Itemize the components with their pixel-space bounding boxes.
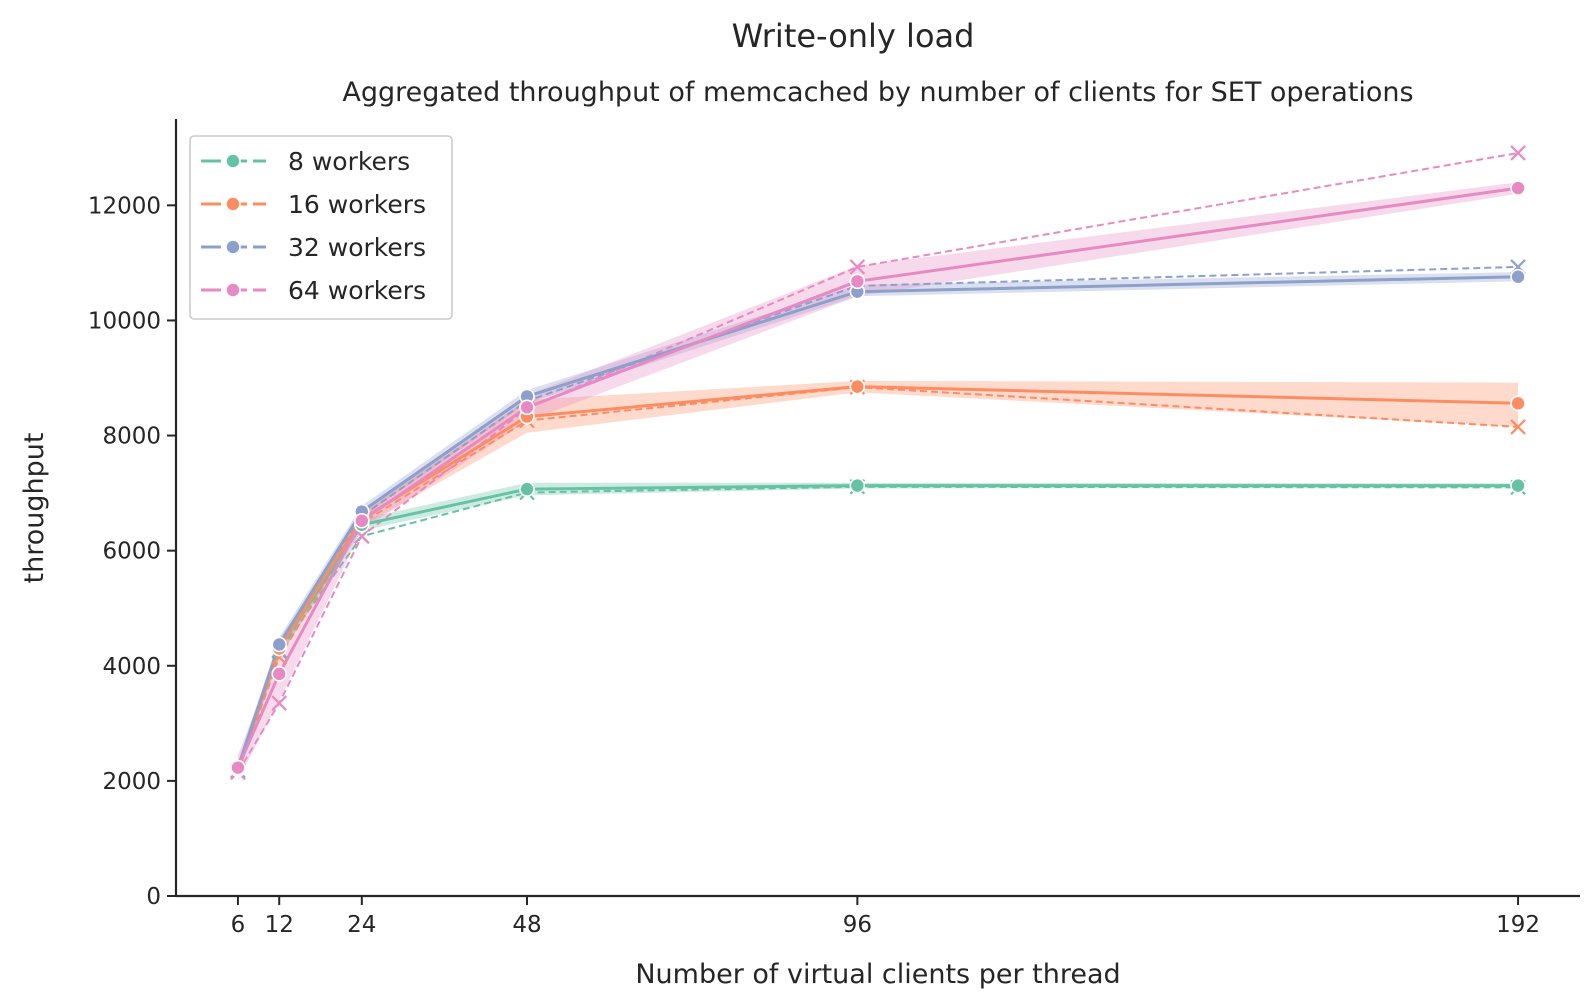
- legend-frame: [189, 135, 453, 320]
- y-tick-label: 10000: [88, 308, 161, 334]
- series-0-band: [237, 482, 1519, 776]
- series-3-x-marker: [1510, 145, 1526, 161]
- legend-item: 16 workers: [201, 190, 426, 219]
- legend-label: 16 workers: [288, 190, 426, 219]
- series-3-x-marker: [849, 259, 866, 275]
- chart-subtitle: Aggregated throughput of memcached by nu…: [342, 77, 1413, 108]
- x-tick-label: 192: [1496, 912, 1540, 938]
- x-ticks: 6 12 24 48 96 192: [231, 896, 1540, 938]
- series-0-point: [519, 481, 535, 497]
- series-1-line: [236, 385, 1519, 770]
- y-tick-label: 0: [146, 884, 161, 910]
- legend-label: 64 workers: [288, 276, 426, 305]
- chart-title: Write-only load: [732, 17, 975, 55]
- series-1-dashed-line: [236, 386, 1519, 773]
- series-0-line: [236, 484, 1519, 770]
- x-tick-label: 6: [231, 912, 246, 938]
- series-0-point: [1510, 477, 1526, 494]
- y-tick-label: 2000: [102, 769, 161, 795]
- legend-swatch-marker: [225, 153, 241, 169]
- y-ticks: 0 2000 4000 6000 8000 10000 12000: [88, 193, 176, 910]
- legend-swatch-marker: [225, 282, 241, 298]
- x-tick-label: 96: [843, 912, 872, 938]
- series-0-point: [849, 477, 866, 494]
- series-1-point: [1510, 395, 1526, 412]
- legend-label: 32 workers: [288, 233, 426, 262]
- series-3-x-marker: [271, 695, 288, 711]
- series-2-line: [236, 275, 1519, 769]
- series-1-band: [237, 380, 1519, 776]
- y-tick-label: 4000: [102, 654, 161, 680]
- legend-item: 8 workers: [201, 147, 410, 176]
- y-axis-title: throughput: [19, 433, 50, 584]
- legend-swatch-marker: [225, 239, 241, 255]
- legend-item: 64 workers: [201, 276, 426, 305]
- x-tick-label: 12: [265, 912, 294, 938]
- x-axis-title: Number of virtual clients per thread: [635, 959, 1120, 990]
- series-3-point: [354, 512, 370, 529]
- series-3-point: [849, 273, 866, 290]
- y-tick-label: 12000: [88, 193, 161, 219]
- y-tick-label: 8000: [102, 424, 161, 450]
- series-3-point: [230, 759, 246, 776]
- series-3-point: [1510, 180, 1526, 196]
- series-3-x-marker: [354, 528, 370, 545]
- legend-label: 8 workers: [288, 147, 410, 176]
- legend: 8 workers 16 workers 32 workers 64 workers: [189, 135, 453, 320]
- legend-swatch-marker: [225, 196, 241, 212]
- series-0-dashed-line: [236, 485, 1519, 773]
- series-3-point: [519, 399, 535, 416]
- plot-area: [230, 145, 1526, 781]
- series-2-dashed-line: [236, 265, 1519, 771]
- x-tick-label: 48: [512, 912, 541, 938]
- y-tick-label: 6000: [102, 539, 161, 565]
- series-2-point: [271, 636, 288, 653]
- legend-item: 32 workers: [201, 233, 426, 262]
- series-2-point: [1510, 268, 1526, 285]
- series-2-band: [237, 272, 1519, 774]
- series-1-x-marker: [1510, 419, 1526, 435]
- series-3-dashed-line: [237, 152, 1519, 773]
- x-tick-label: 24: [347, 912, 376, 938]
- series-3-line: [236, 186, 1519, 769]
- series-1-point: [849, 378, 866, 395]
- series-3-point: [271, 666, 288, 682]
